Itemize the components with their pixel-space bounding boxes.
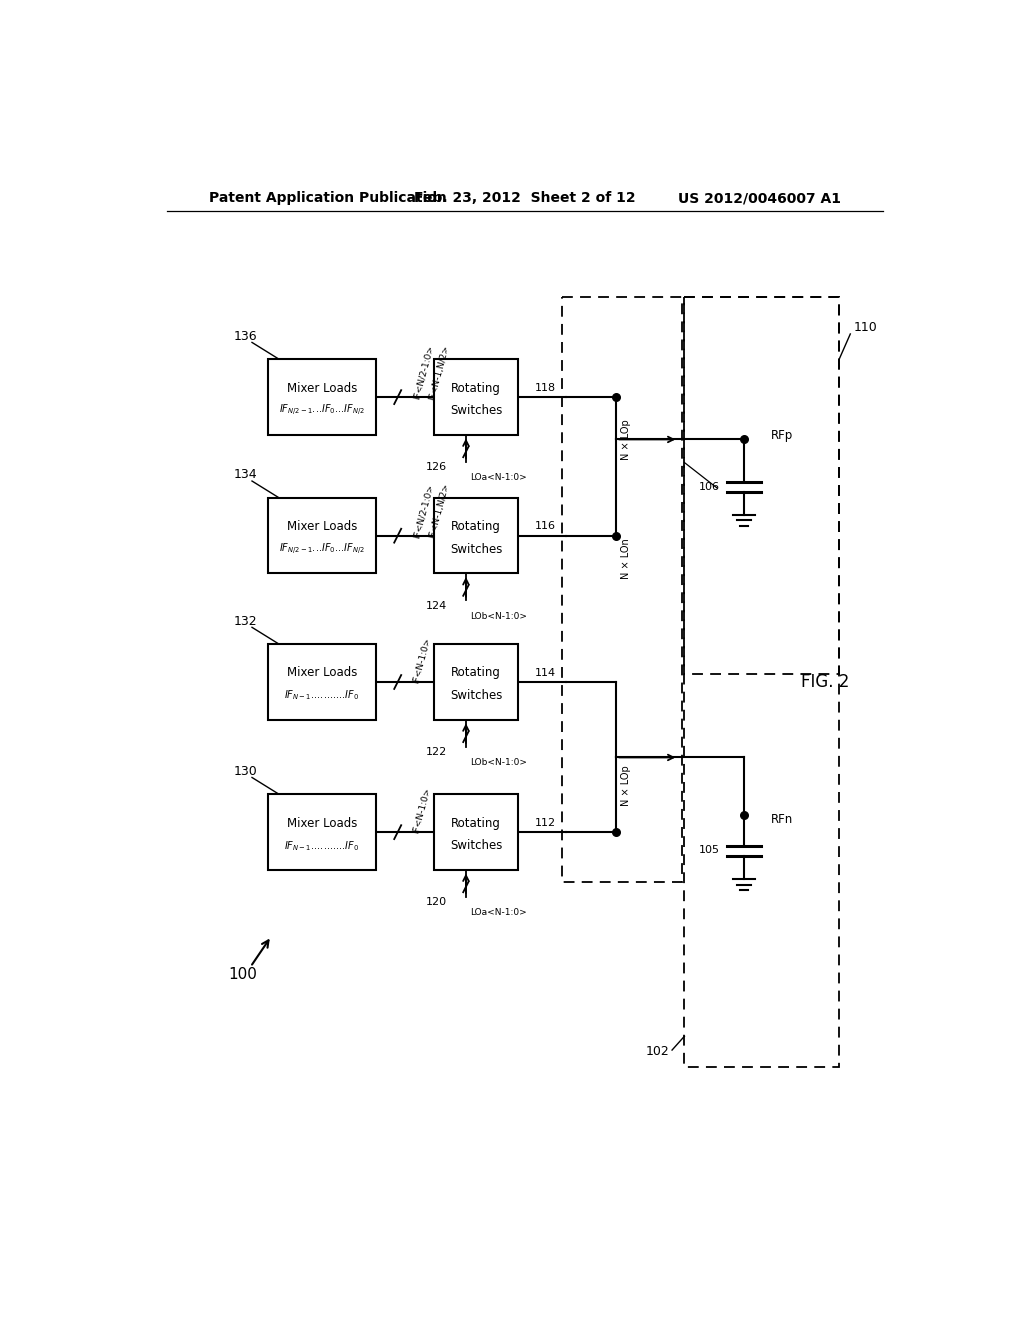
Point [736,805,753,826]
Bar [562,297,682,882]
Text: Rotating: Rotating [451,817,501,829]
Text: 118: 118 [535,383,555,393]
Text: 116: 116 [535,521,555,532]
Text: Switches: Switches [450,404,502,417]
Text: N × LOn: N × LOn [621,539,631,579]
Text: 130: 130 [233,764,258,777]
Text: 126: 126 [426,462,447,473]
Bar [684,297,840,1067]
Bar [267,795,376,870]
Text: Rotating: Rotating [451,520,501,533]
Text: Feb. 23, 2012  Sheet 2 of 12: Feb. 23, 2012 Sheet 2 of 12 [414,191,636,206]
Text: IF<N-1:0>: IF<N-1:0> [412,636,432,685]
Text: IF<N-1,N/2>: IF<N-1,N/2> [427,343,451,401]
Bar [267,359,376,434]
Bar [267,498,376,573]
Text: LOb<N-1:0>: LOb<N-1:0> [470,758,526,767]
Text: Switches: Switches [450,543,502,556]
Text: RFn: RFn [771,813,794,825]
Text: IF<N/2-1:0>: IF<N/2-1:0> [412,483,435,540]
Text: RFp: RFp [771,429,794,442]
Bar [434,498,518,573]
Point [736,429,753,450]
Point [608,821,625,842]
Text: Patent Application Publication: Patent Application Publication [209,191,447,206]
Text: 100: 100 [228,968,257,982]
Text: $IF_{N-1}$...........$IF_0$: $IF_{N-1}$...........$IF_0$ [285,838,359,853]
Text: N × LOp: N × LOp [621,418,631,459]
Text: Rotating: Rotating [451,381,501,395]
Text: IF<N/2-1:0>: IF<N/2-1:0> [412,345,435,401]
Bar [434,795,518,870]
Text: 124: 124 [426,601,447,611]
Text: LOb<N-1:0>: LOb<N-1:0> [470,612,526,620]
Text: $IF_{N-1}$...........$IF_0$: $IF_{N-1}$...........$IF_0$ [285,689,359,702]
Text: IF<N-1,N/2>: IF<N-1,N/2> [427,482,451,540]
Text: Mixer Loads: Mixer Loads [287,667,357,680]
Text: 105: 105 [698,845,720,855]
Text: Switches: Switches [450,840,502,853]
Text: N × LOp: N × LOp [621,766,631,807]
Text: 106: 106 [698,482,720,492]
Text: LOa<N-1:0>: LOa<N-1:0> [470,908,526,917]
Point [608,387,625,408]
Text: Mixer Loads: Mixer Loads [287,817,357,829]
Text: 114: 114 [535,668,555,677]
Text: Mixer Loads: Mixer Loads [287,520,357,533]
Text: Mixer Loads: Mixer Loads [287,381,357,395]
Point [608,525,625,546]
Text: 112: 112 [535,818,555,828]
Text: Rotating: Rotating [451,667,501,680]
Text: 110: 110 [853,321,878,334]
Text: LOa<N-1:0>: LOa<N-1:0> [470,474,526,482]
Text: 136: 136 [234,330,258,343]
Text: FIG. 2: FIG. 2 [802,673,850,690]
Text: 122: 122 [426,747,447,758]
Text: 120: 120 [426,898,447,907]
Text: $IF_{N/2-1}$...$IF_0$...$IF_{N/2}$: $IF_{N/2-1}$...$IF_0$...$IF_{N/2}$ [279,403,365,418]
Text: Switches: Switches [450,689,502,702]
Bar [434,359,518,434]
Bar [434,644,518,719]
Text: 102: 102 [645,1045,669,1059]
Bar [684,297,840,675]
Text: IF<N-1:0>: IF<N-1:0> [412,787,432,834]
Text: 132: 132 [234,615,258,628]
Text: $IF_{N/2-1}$...$IF_0$...$IF_{N/2}$: $IF_{N/2-1}$...$IF_0$...$IF_{N/2}$ [279,541,365,557]
Text: 134: 134 [234,469,258,482]
Bar [267,644,376,719]
Text: US 2012/0046007 A1: US 2012/0046007 A1 [678,191,841,206]
